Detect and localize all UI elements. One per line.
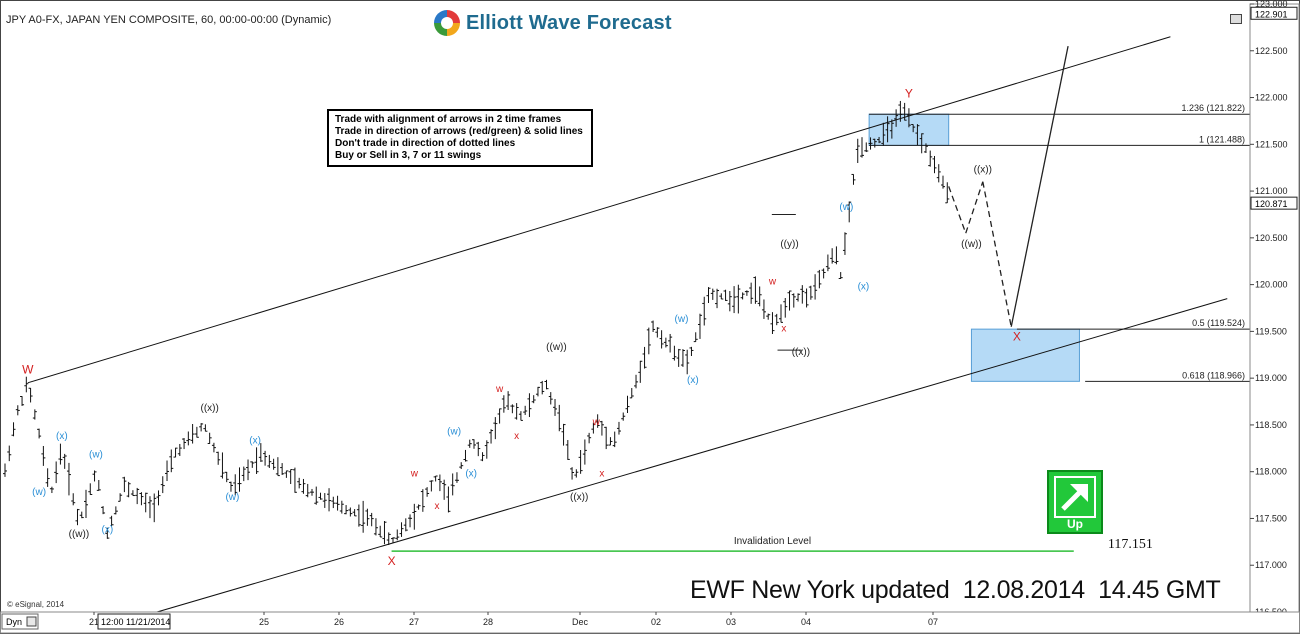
wave-label: (x) <box>101 524 113 535</box>
time-axis-label: 02 <box>651 617 661 627</box>
wave-label: X <box>388 554 396 568</box>
wave-label: ((y)) <box>780 239 798 250</box>
time-axis-label: 27 <box>409 617 419 627</box>
time-axis-label: 04 <box>801 617 811 627</box>
time-axis-label: 07 <box>928 617 938 627</box>
price-axis-label: 121.000 <box>1255 186 1288 196</box>
wave-label: ((x)) <box>200 403 218 414</box>
time-axis-label: 12:00 11/21/2014 <box>101 617 170 627</box>
update-stamp: EWF New York updated 12.08.2014 14.45 GM… <box>690 576 1221 604</box>
wave-label: ((w)) <box>69 529 90 540</box>
current-price-label: 120.871 <box>1255 199 1288 209</box>
up-signal-box: Up <box>1047 470 1103 534</box>
ewf-logo-icon <box>434 10 460 36</box>
up-label: Up <box>1067 517 1083 531</box>
projection-dashed-line <box>948 186 967 234</box>
time-axis-label: 25 <box>259 617 269 627</box>
wave-label: w <box>592 417 601 428</box>
time-axis-label: Dec <box>572 617 589 627</box>
wave-label: X <box>1013 330 1021 344</box>
rule-line: Don't trade in direction of dotted lines <box>335 138 516 149</box>
window-restore-icon[interactable] <box>1230 14 1242 24</box>
projection-solid-line <box>1010 45 1069 327</box>
wave-label: Y <box>905 87 913 101</box>
wave-label: (w) <box>447 426 461 437</box>
ewf-logo: Elliott Wave Forecast <box>434 10 672 36</box>
wave-label: x <box>599 468 604 479</box>
price-axis-label: 122.500 <box>1255 46 1288 56</box>
channel-upper-line <box>27 36 1171 384</box>
fib-level-label: 1 (121.488) <box>1199 134 1245 144</box>
wave-label: ((x)) <box>792 347 810 358</box>
wave-label: (x) <box>858 281 870 292</box>
wave-label: (x) <box>687 375 699 386</box>
wave-label: (w) <box>225 492 239 503</box>
price-axis-label: 120.500 <box>1255 233 1288 243</box>
plot-area <box>5 4 1250 612</box>
wave-label: w <box>768 277 777 288</box>
price-axis-label: 118.500 <box>1255 420 1287 430</box>
arrow-up-right-icon <box>1054 476 1096 518</box>
price-axis-label: 119.000 <box>1255 373 1287 383</box>
rule-line: Buy or Sell in 3, 7 or 11 swings <box>335 150 482 161</box>
top-price-box <box>1250 6 1298 20</box>
price-axis-label: 117.500 <box>1255 513 1287 523</box>
wave-label: x <box>781 323 786 334</box>
price-axis-label: 119.500 <box>1255 326 1287 336</box>
logo-text: Elliott Wave Forecast <box>466 11 672 34</box>
time-axis-label: 26 <box>334 617 344 627</box>
price-axis-label: 121.500 <box>1255 139 1288 149</box>
wave-label: x <box>514 431 519 442</box>
wave-label: w <box>410 468 419 479</box>
wave-label: (w) <box>32 487 46 498</box>
rule-line: Trade in direction of arrows (red/green)… <box>335 126 583 137</box>
price-axis-label: 120.000 <box>1255 280 1288 290</box>
top-price-label: 122.901 <box>1255 9 1288 19</box>
time-axis-label: 28 <box>483 617 493 627</box>
invalidation-label: Invalidation Level <box>734 536 811 547</box>
lower-buy-zone <box>970 328 1080 382</box>
fib-level-label: 0.618 (118.966) <box>1182 370 1245 380</box>
fib-level-label: 0.5 (119.524) <box>1192 318 1245 328</box>
rule-line: Trade with alignment of arrows in 2 time… <box>335 114 562 125</box>
wave-label: w <box>495 384 504 395</box>
wave-label: ((x)) <box>974 164 992 175</box>
trading-rules-box: Trade with alignment of arrows in 2 time… <box>327 109 593 167</box>
wave-label: x <box>435 501 440 512</box>
wave-label: W <box>22 362 34 376</box>
projection-dashed-line <box>965 181 984 234</box>
price-axis-label: 123.000 <box>1255 0 1288 9</box>
projection-dashed-line <box>982 181 1012 327</box>
symbol-header: JPY A0-FX, JAPAN YEN COMPOSITE, 60, 00:0… <box>6 14 332 26</box>
price-axis-label: 122.000 <box>1255 93 1288 103</box>
wave-label: (w) <box>89 450 103 461</box>
channel-lower-line <box>118 298 1228 624</box>
timeframe-label: Dyn <box>6 617 22 627</box>
time-cursor-box <box>97 613 171 630</box>
wave-label: ((x)) <box>570 492 588 503</box>
wave-label: (x) <box>465 468 477 479</box>
time-axis-label: 21 <box>89 617 99 627</box>
invalidation-value: 117.151 <box>1108 537 1153 552</box>
price-axis-label: 117.000 <box>1255 560 1287 570</box>
time-axis-label: 03 <box>726 617 736 627</box>
price-axis <box>1249 3 1300 613</box>
fib-level-label: 1.236 (121.822) <box>1181 103 1245 113</box>
wave-label: ((w)) <box>546 342 567 353</box>
timeframe-icon[interactable] <box>26 616 37 627</box>
wave-label: ((w)) <box>961 239 982 250</box>
current-price-box <box>1250 196 1298 210</box>
price-axis-label: 118.000 <box>1255 467 1287 477</box>
wave-label: (w) <box>675 314 689 325</box>
wave-label: (x) <box>249 436 261 447</box>
copyright: © eSignal, 2014 <box>7 600 65 609</box>
wave-label: (w) <box>839 202 853 213</box>
wave-label: (x) <box>56 431 68 442</box>
